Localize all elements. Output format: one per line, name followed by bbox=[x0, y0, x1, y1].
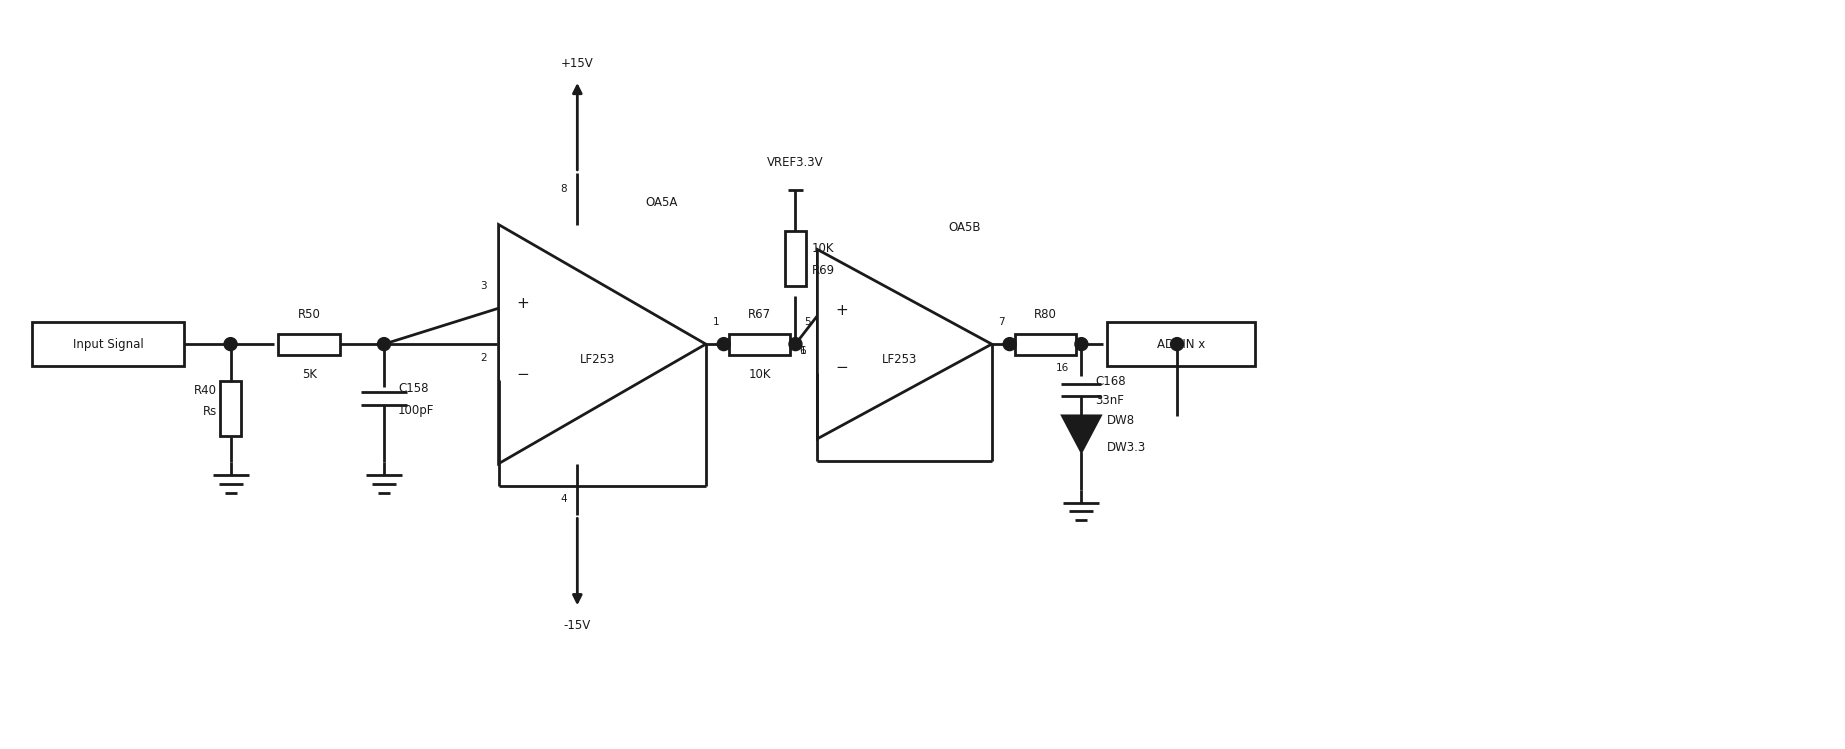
Circle shape bbox=[1170, 338, 1183, 351]
Bar bbox=[279, 333, 339, 354]
Text: Rs: Rs bbox=[203, 405, 216, 419]
Text: 100pF: 100pF bbox=[399, 404, 434, 417]
Circle shape bbox=[378, 338, 391, 351]
Bar bbox=[220, 381, 242, 436]
Circle shape bbox=[1004, 338, 1017, 351]
Text: −: − bbox=[517, 368, 530, 383]
Text: DW8: DW8 bbox=[1107, 414, 1135, 428]
Text: 5K: 5K bbox=[303, 368, 317, 380]
Text: +15V: +15V bbox=[561, 57, 594, 70]
Text: VREF3.3V: VREF3.3V bbox=[768, 157, 823, 169]
Text: 2: 2 bbox=[480, 353, 487, 363]
Text: 16: 16 bbox=[1055, 363, 1070, 373]
Text: R50: R50 bbox=[297, 308, 321, 321]
Bar bbox=[1107, 322, 1255, 366]
Text: 1: 1 bbox=[801, 345, 806, 356]
Text: OA5B: OA5B bbox=[948, 221, 980, 234]
Text: OA5A: OA5A bbox=[646, 196, 679, 209]
Bar bbox=[1015, 333, 1076, 354]
Text: C168: C168 bbox=[1096, 375, 1125, 389]
Text: R40: R40 bbox=[194, 384, 216, 398]
Text: +: + bbox=[836, 303, 849, 318]
Text: R80: R80 bbox=[1033, 308, 1057, 321]
Text: −: − bbox=[836, 360, 849, 375]
Circle shape bbox=[790, 338, 803, 351]
Text: R67: R67 bbox=[747, 308, 771, 321]
Text: LF253: LF253 bbox=[882, 353, 917, 366]
Text: 10K: 10K bbox=[749, 368, 771, 380]
Bar bbox=[784, 231, 806, 286]
Text: 5: 5 bbox=[804, 317, 810, 327]
Text: 7: 7 bbox=[998, 317, 1006, 327]
Text: 3: 3 bbox=[480, 282, 487, 291]
Circle shape bbox=[223, 338, 236, 351]
Circle shape bbox=[718, 338, 731, 351]
Bar bbox=[33, 322, 185, 366]
Text: 4: 4 bbox=[561, 494, 568, 503]
Polygon shape bbox=[1063, 416, 1100, 452]
Text: 33nF: 33nF bbox=[1096, 395, 1124, 407]
Text: C158: C158 bbox=[399, 383, 428, 395]
Text: 8: 8 bbox=[561, 184, 568, 194]
Text: -15V: -15V bbox=[565, 619, 590, 631]
Text: DW3.3: DW3.3 bbox=[1107, 441, 1146, 454]
Text: 1: 1 bbox=[712, 317, 720, 327]
Bar bbox=[729, 333, 790, 354]
Text: ADCIN x: ADCIN x bbox=[1157, 338, 1205, 351]
Text: 6: 6 bbox=[799, 345, 806, 356]
Circle shape bbox=[1076, 338, 1089, 351]
Text: LF253: LF253 bbox=[579, 353, 614, 366]
Text: 10K: 10K bbox=[812, 242, 834, 255]
Text: R69: R69 bbox=[812, 264, 834, 277]
Text: Input Signal: Input Signal bbox=[72, 338, 144, 351]
Text: +: + bbox=[517, 296, 530, 311]
